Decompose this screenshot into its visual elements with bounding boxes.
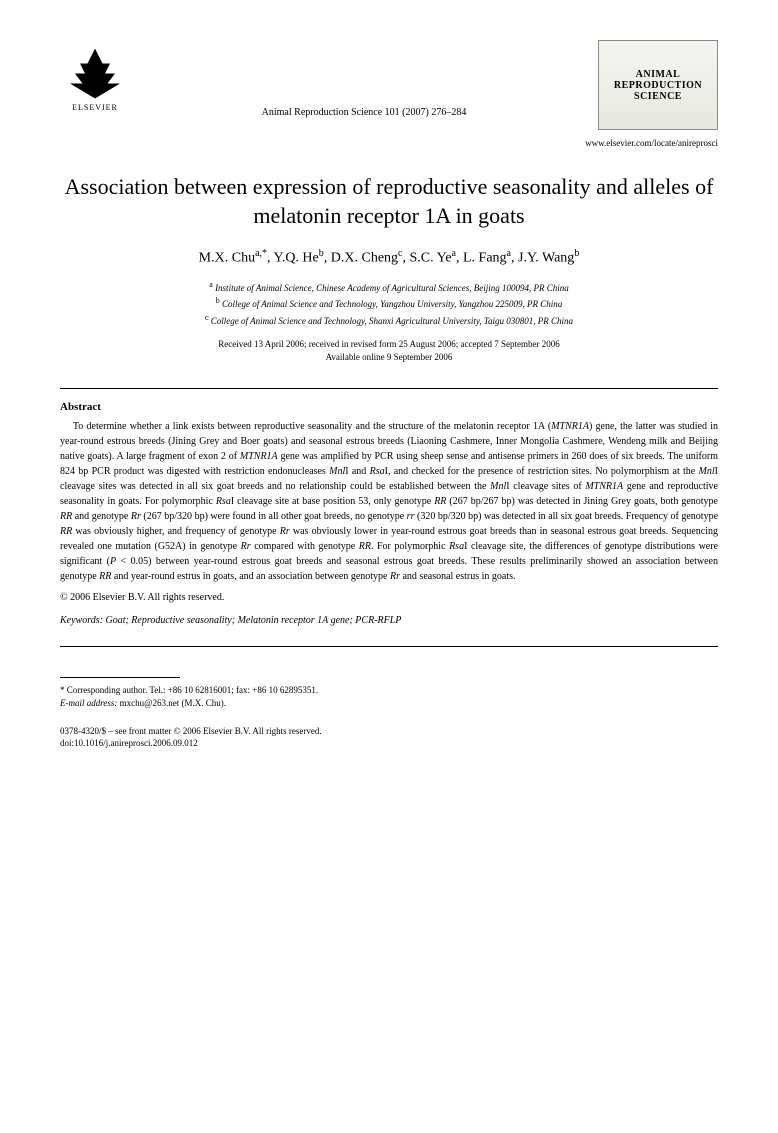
affiliations: a Institute of Animal Science, Chinese A…: [60, 279, 718, 329]
keywords-label: Keywords:: [60, 615, 103, 626]
abstract-heading: Abstract: [60, 401, 718, 413]
email-value: mxchu@263.net (M.X. Chu).: [117, 698, 226, 708]
journal-box-line3: SCIENCE: [634, 91, 682, 102]
journal-ref-center: Animal Reproduction Science 101 (2007) 2…: [130, 40, 598, 120]
affiliation-line: c College of Animal Science and Technolo…: [60, 312, 718, 329]
abstract-body: To determine whether a link exists betwe…: [60, 419, 718, 584]
dates-received: Received 13 April 2006; received in revi…: [60, 338, 718, 351]
affiliation-line: a Institute of Animal Science, Chinese A…: [60, 279, 718, 296]
divider-top: [60, 388, 718, 389]
email-footnote: E-mail address: mxchu@263.net (M.X. Chu)…: [60, 697, 718, 711]
email-label: E-mail address:: [60, 698, 117, 708]
header-row: ELSEVIER Animal Reproduction Science 101…: [60, 40, 718, 130]
dates-online: Available online 9 September 2006: [60, 351, 718, 364]
keywords: Keywords: Goat; Reproductive seasonality…: [60, 615, 718, 626]
publisher-name: ELSEVIER: [72, 103, 118, 112]
journal-cover-box: ANIMAL REPRODUCTION SCIENCE: [598, 40, 718, 130]
keywords-text: Goat; Reproductive seasonality; Melatoni…: [103, 615, 401, 626]
footer-doi: doi:10.1016/j.anireprosci.2006.09.012: [60, 737, 718, 750]
article-title: Association between expression of reprod…: [60, 173, 718, 230]
article-dates: Received 13 April 2006; received in revi…: [60, 338, 718, 363]
copyright-line: © 2006 Elsevier B.V. All rights reserved…: [60, 592, 718, 603]
journal-box-line1: ANIMAL: [636, 69, 681, 80]
authors-list: M.X. Chua,*, Y.Q. Heb, D.X. Chengc, S.C.…: [60, 248, 718, 267]
journal-reference: Animal Reproduction Science 101 (2007) 2…: [262, 107, 467, 118]
footer-issn: 0378-4320/$ – see front matter © 2006 El…: [60, 725, 718, 738]
elsevier-tree-icon: [70, 49, 120, 99]
footer: 0378-4320/$ – see front matter © 2006 El…: [60, 725, 718, 750]
affiliation-line: b College of Animal Science and Technolo…: [60, 295, 718, 312]
publisher-logo: ELSEVIER: [60, 40, 130, 120]
divider-bottom: [60, 646, 718, 647]
journal-url: www.elsevier.com/locate/anireprosci: [60, 138, 718, 148]
corresponding-author-footnote: * Corresponding author. Tel.: +86 10 628…: [60, 684, 718, 698]
footnote-separator: [60, 677, 180, 678]
journal-box-line2: REPRODUCTION: [614, 80, 702, 91]
